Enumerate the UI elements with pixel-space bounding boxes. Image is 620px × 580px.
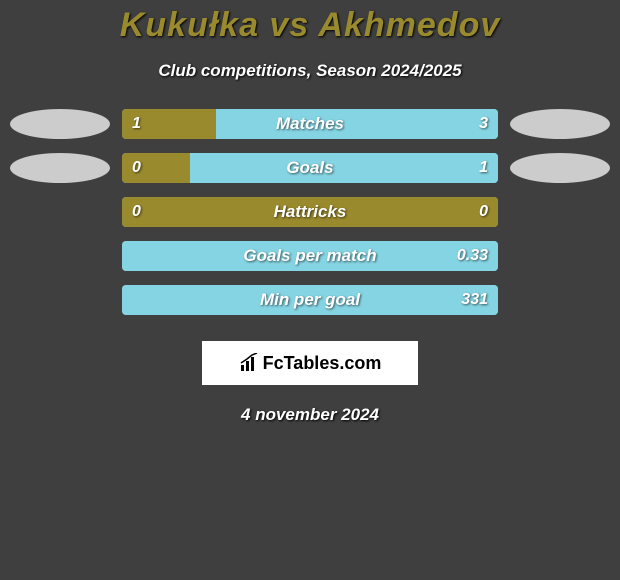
spacer xyxy=(510,241,610,271)
comparison-chart: 1 Matches 3 0 Goals 1 0 Hattricks 0 Goals per mat… xyxy=(0,109,620,315)
stat-row: 0 Hattricks 0 xyxy=(10,197,610,227)
spacer xyxy=(510,197,610,227)
bar-track: 0 Goals 1 xyxy=(122,153,498,183)
bar-track: Goals per match 0.33 xyxy=(122,241,498,271)
value-right: 0 xyxy=(479,203,488,221)
logo-box[interactable]: FcTables.com xyxy=(202,341,418,385)
subtitle: Club competitions, Season 2024/2025 xyxy=(0,61,620,81)
value-right: 0.33 xyxy=(457,247,488,265)
stat-row: Goals per match 0.33 xyxy=(10,241,610,271)
spacer xyxy=(10,285,110,315)
value-left: 0 xyxy=(132,159,141,177)
stat-row: 0 Goals 1 xyxy=(10,153,610,183)
stat-row: 1 Matches 3 xyxy=(10,109,610,139)
bar-right-segment xyxy=(216,109,498,139)
bar-track: Min per goal 331 xyxy=(122,285,498,315)
value-right: 3 xyxy=(479,115,488,133)
stat-label: Goals per match xyxy=(243,246,376,266)
spacer xyxy=(10,197,110,227)
stat-label: Min per goal xyxy=(260,290,360,310)
stat-label: Goals xyxy=(286,158,333,178)
stat-label: Matches xyxy=(276,114,344,134)
date-line: 4 november 2024 xyxy=(0,405,620,425)
bar-right-segment xyxy=(190,153,498,183)
spacer xyxy=(510,285,610,315)
value-left: 0 xyxy=(132,203,141,221)
bar-track: 0 Hattricks 0 xyxy=(122,197,498,227)
bar-track: 1 Matches 3 xyxy=(122,109,498,139)
logo-text: FcTables.com xyxy=(263,353,382,374)
stat-row: Min per goal 331 xyxy=(10,285,610,315)
spacer xyxy=(10,241,110,271)
player-right-oval xyxy=(510,109,610,139)
value-right: 331 xyxy=(461,291,488,309)
stat-label: Hattricks xyxy=(274,202,347,222)
bar-chart-icon xyxy=(239,353,259,373)
page-title: Kukułka vs Akhmedov xyxy=(0,0,620,45)
player-left-oval xyxy=(10,109,110,139)
value-right: 1 xyxy=(479,159,488,177)
player-right-oval xyxy=(510,153,610,183)
value-left: 1 xyxy=(132,115,141,133)
player-left-oval xyxy=(10,153,110,183)
